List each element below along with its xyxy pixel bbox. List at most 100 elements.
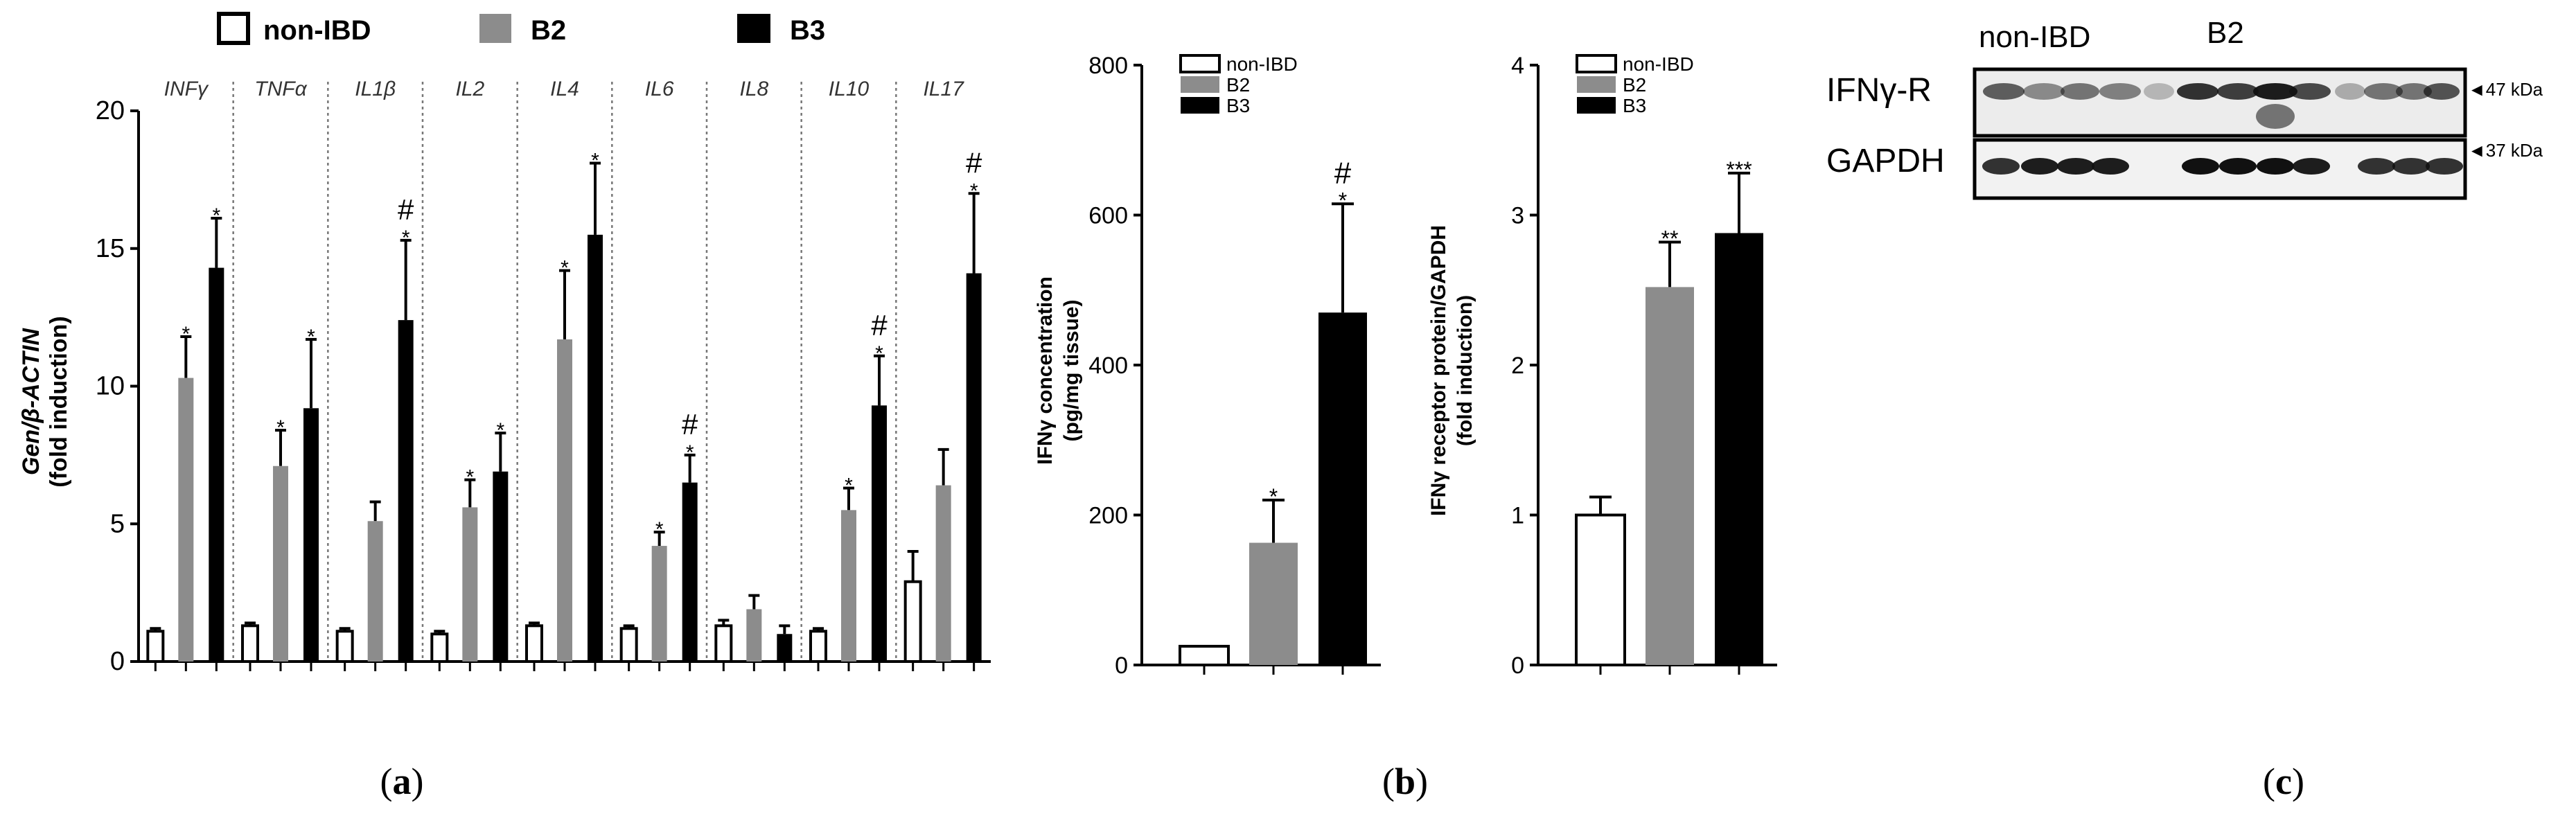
panel-a-bar-il4-non-ibd — [525, 624, 543, 664]
panel-a-bar-il6-non-ibd — [619, 627, 638, 663]
panel-b1-bar-b2 — [1249, 542, 1298, 665]
blot-band-gapdh-lane-5 — [2182, 158, 2219, 175]
panel-a-sig-il2-b3-star: * — [496, 419, 504, 442]
panel-b2-bar-b3 — [1715, 233, 1763, 666]
panel-a-bar-il2-non-ibd — [430, 632, 449, 663]
panel-b1-legend-swatch-b3 — [1181, 97, 1219, 114]
panel-a-bar-il2-b3 — [493, 471, 509, 662]
panel-b2-sig-b2-star: ** — [1661, 226, 1679, 251]
panel-a-bar-il6-b2 — [651, 546, 667, 662]
legend-label-b3: B3 — [790, 15, 825, 46]
panel-a-sig-tnf-b3-star: * — [307, 326, 315, 348]
panel-a-sig-il1-b3-hash: # — [398, 193, 414, 226]
panel-b2-legend-label-non-ibd: non-IBD — [1623, 53, 1694, 75]
panel-b2-y-tick-label-1: 1 — [1511, 503, 1524, 529]
panel-a-y-tick-label-20: 20 — [96, 96, 125, 125]
panel-b2-bars: ***** — [1575, 157, 1763, 666]
blot-band-gapdh-lane-7 — [2257, 158, 2294, 175]
caption-a: (a) — [380, 761, 424, 802]
panel-a-bar-il1-b2 — [367, 521, 383, 662]
panel-a-sig-il4-b2-star: * — [561, 257, 569, 280]
panel-b1-chart: IFNγ concentration (pg/mg tissue) 0 200 40… — [1034, 53, 1381, 679]
panel-b2-y-tick-label-4: 4 — [1511, 53, 1524, 79]
blot-band-gapdh-lane-11 — [2426, 158, 2463, 175]
panel-a-sig-il1-b3-star: * — [402, 227, 410, 249]
blot-row-label-gapdh: GAPDH — [1826, 143, 1945, 179]
blot-band-ifngr-lane-8 — [2253, 83, 2297, 100]
panel-b2-bar-b2 — [1646, 287, 1694, 665]
panel-b2-ylabel-sub: (fold induction) — [1454, 295, 1476, 446]
caption-c: (c) — [2263, 761, 2304, 802]
panel-a-sig-inf-b2-star: * — [182, 323, 190, 346]
panel-a-sig-tnf-b2-star: * — [276, 416, 285, 439]
panel-a-bar-il10-non-ibd — [809, 630, 827, 664]
panel-b2-ylabel-main: IFNγ receptor protein/GAPDH — [1427, 225, 1450, 516]
panel-b1-y-tick-label-600: 600 — [1088, 203, 1128, 229]
panel-a-bar-il6-b3 — [682, 482, 698, 662]
blot-band-gapdh-lane-2 — [2021, 158, 2058, 175]
panel-b1-bar-b3 — [1318, 312, 1367, 665]
panel-a-bar-il1-non-ibd — [335, 630, 354, 664]
blot-band-ifngr-lane-9 — [2289, 83, 2331, 100]
blot-band-gapdh-lane-10 — [2392, 158, 2430, 175]
panel-b1-ylabel-main: IFNγ concentration — [1034, 276, 1057, 465]
panel-a-sig-il6-b3-hash: # — [682, 408, 698, 441]
panel-b1-ylabel-sub: (pg/mg tissue) — [1060, 299, 1083, 441]
panel-a-y-tick-label-10: 10 — [96, 372, 125, 401]
blot-band-ifngr-lane-6 — [2177, 83, 2218, 100]
panel-a-category-label-il6: IL6 — [645, 78, 674, 100]
panel-a-category-label-il1: IL1β — [355, 78, 396, 100]
blot-band-ifngr-lane-12 — [2396, 83, 2432, 100]
legend-swatch-b3 — [737, 14, 770, 43]
panel-a-category-label-tnf: TNFα — [254, 78, 307, 100]
blot-band-ifngr-lane-3 — [2061, 83, 2099, 100]
panel-b2-legend-swatch-b2 — [1577, 76, 1616, 93]
legend-swatch-b2 — [479, 14, 511, 43]
blot-marker-37kda: ◄37 kDa — [2468, 140, 2543, 161]
panel-b1-sig-b3-star: * — [1339, 188, 1347, 213]
panel-a-sig-il17-b3-hash: # — [966, 146, 982, 179]
blot-band-gapdh-lane-1 — [1982, 158, 2020, 175]
panel-a-bar-il10-b2 — [841, 510, 856, 662]
panel-a-bar-il10-b3 — [872, 405, 887, 662]
panel-b2-legend-swatch-non-ibd — [1576, 54, 1617, 73]
blot-membrane-ifngr — [1973, 67, 2467, 138]
panel-a-y-tick-label-15: 15 — [96, 234, 125, 263]
blot-band-ifngr-smear — [2256, 104, 2295, 129]
panel-a-bar-il2-b2 — [462, 507, 478, 662]
panel-a-bars: *****#******#**#*# — [146, 146, 982, 664]
panel-a-bar-inf-b3 — [209, 267, 224, 662]
panel-b1-bars: **# — [1179, 156, 1367, 666]
panel-b1-y-tick-label-800: 800 — [1088, 53, 1128, 79]
panel-a-bar-il4-b3 — [588, 234, 603, 662]
panel-b1-y-tick-label-0: 0 — [1115, 653, 1128, 679]
panel-b1-bar-non-ibd — [1179, 644, 1230, 666]
blot-header-non-ibd: non-IBD — [1979, 20, 2090, 54]
panel-a-bar-il8-non-ibd — [714, 624, 733, 664]
panel-a-bar-tnf-non-ibd — [241, 624, 259, 664]
panel-a-category-label-il17: IL17 — [923, 78, 964, 100]
blot-band-ifngr-lane-11 — [2364, 83, 2403, 100]
blot-band-gapdh-lane-9 — [2358, 158, 2395, 175]
panel-b2-y-tick-label-3: 3 — [1511, 203, 1524, 229]
legend-swatch-non-ibd — [217, 12, 250, 45]
panel-b1-legend-label-non-ibd: non-IBD — [1226, 53, 1298, 75]
blot-band-ifngr-lane-13 — [2424, 83, 2460, 100]
panel-a-chart: Gen/β-ACTIN (fold induction) 0 5 10 15 20 * *… — [18, 78, 991, 676]
panel-b2-bar-non-ibd — [1575, 513, 1626, 666]
panel-b1-y-tick-label-400: 400 — [1088, 353, 1128, 379]
panel-a-legend: non-IBD B2 B3 — [217, 12, 825, 46]
blot-band-gapdh-lane-8 — [2293, 158, 2330, 175]
blot-band-ifngr-lane-10 — [2335, 83, 2365, 100]
panel-b1-legend-label-b2: B2 — [1226, 74, 1250, 96]
panel-a-bar-il8-b3 — [777, 634, 793, 662]
panel-b2-chart: IFNγ receptor protein/GAPDH (fold induct… — [1427, 53, 1777, 679]
panel-a-category-labels: INFγ TNFα IL1β IL2 IL4 IL6 IL8 IL10 IL17 — [164, 78, 965, 100]
panel-a-sig-il10-b3-star: * — [875, 342, 883, 365]
legend-label-non-ibd: non-IBD — [263, 15, 371, 46]
panel-a-ylabel-sub: (fold induction) — [46, 316, 72, 487]
blot-band-gapdh-lane-6 — [2219, 158, 2257, 175]
panel-a-sig-il2-b2-star: * — [466, 466, 474, 489]
panel-b1-legend-swatch-non-ibd — [1179, 54, 1221, 73]
